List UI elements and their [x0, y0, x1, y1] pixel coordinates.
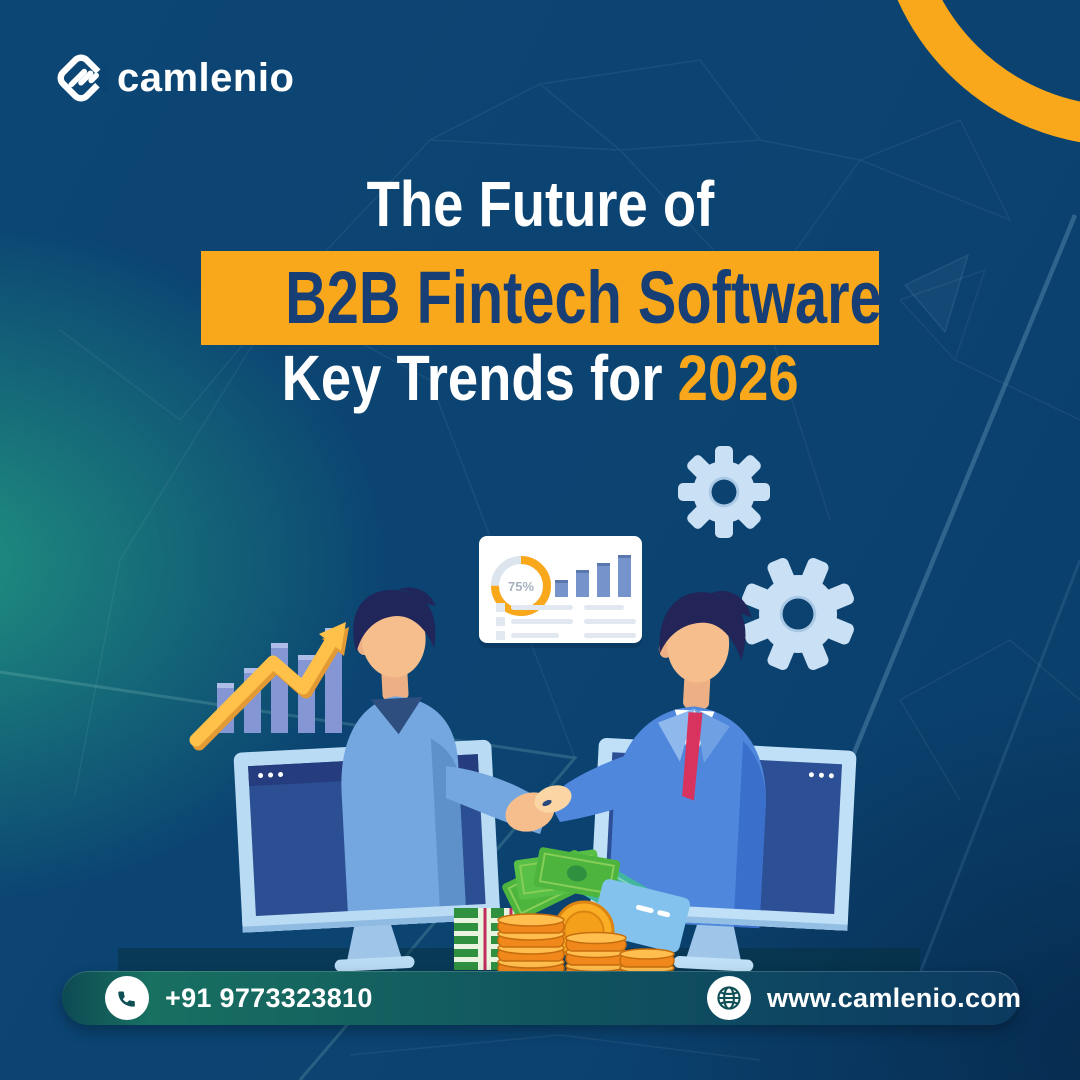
globe-icon: [707, 976, 751, 1020]
camlenio-logo-icon: [57, 54, 108, 102]
title-year-highlight: 2026: [677, 342, 799, 414]
dashboard-card: 75%: [479, 536, 642, 648]
handshake: [446, 744, 668, 834]
gear-small-hole: [708, 476, 740, 508]
title-line-1: The Future of: [366, 168, 714, 240]
phone-icon: [105, 976, 149, 1020]
title-line-3-text: Key Trends for: [281, 342, 678, 414]
growth-arrow-icon: [189, 622, 349, 751]
left-monitor-stand: [346, 922, 403, 964]
phone-number: +91 9773323810: [165, 982, 373, 1013]
necktie: [682, 712, 703, 801]
growth-bar-chart: [189, 622, 349, 751]
website-contact[interactable]: www.camlenio.com: [707, 971, 1021, 1025]
right-monitor-stand: [685, 922, 742, 964]
website-url: www.camlenio.com: [767, 982, 1022, 1013]
phone-contact[interactable]: +91 9773323810: [105, 971, 373, 1025]
donut-percent-label: 75%: [508, 579, 534, 594]
right-businessman: [607, 591, 766, 929]
footer-contact-bar: +91 9773323810 www.camlenio.com: [62, 971, 1021, 1025]
gear-icon-large: [742, 558, 854, 670]
title-line-3: Key Trends for 2026: [0, 338, 1080, 418]
title-line-2-highlight-band: B2B Fintech Software: [201, 251, 882, 345]
gear-large-hole: [779, 595, 817, 633]
left-monitor-businessman: [233, 587, 501, 972]
gear-icon-small: [678, 446, 770, 538]
donut-chart: 75%: [491, 556, 551, 616]
brand-logo: camlenio: [54, 50, 294, 106]
placeholder-list: [496, 603, 636, 640]
left-businessman: [341, 587, 467, 928]
money-pile: [454, 847, 690, 982]
brand-name: camlenio: [117, 55, 295, 100]
mini-bar-chart: [555, 555, 631, 597]
